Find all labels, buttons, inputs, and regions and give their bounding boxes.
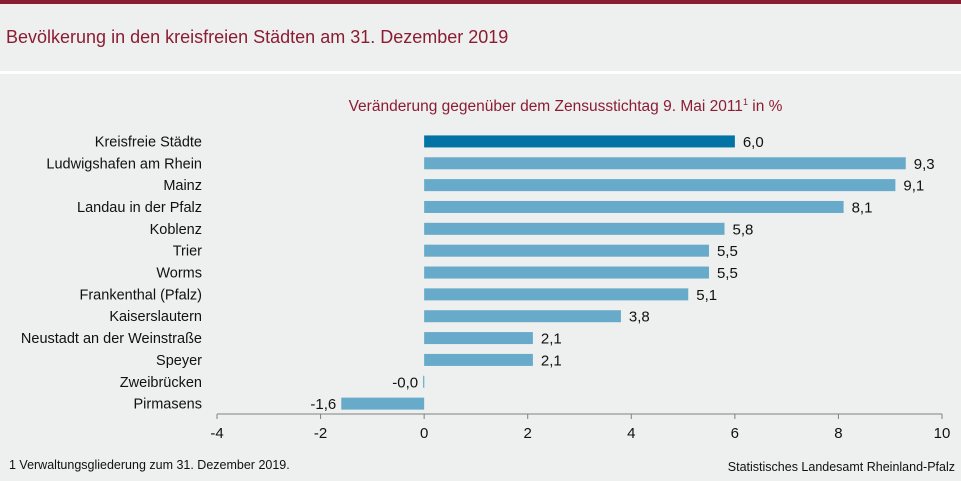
data-label: 9,1 (903, 178, 924, 195)
data-label: 5,5 (717, 265, 738, 282)
bar (424, 353, 533, 366)
category-label: Frankenthal (Pfalz) (80, 287, 203, 303)
x-tick-label: -4 (210, 425, 223, 442)
bar (423, 375, 425, 388)
chart-title: Veränderung gegenüber dem Zensusstichtag… (0, 97, 961, 116)
data-label: 3,8 (629, 309, 650, 326)
page-title: Bevölkerung in den kreisfreien Städten a… (6, 27, 509, 47)
category-label: Landau in der Pfalz (77, 200, 202, 216)
x-tick-label: 6 (731, 425, 739, 442)
x-tick-label: 2 (524, 425, 532, 442)
bar (424, 222, 725, 235)
x-tick-label: 8 (834, 425, 842, 442)
bar (341, 397, 425, 410)
bar (424, 157, 906, 170)
data-label: 5,1 (696, 287, 717, 304)
bar (424, 200, 844, 213)
data-label: -0,0 (392, 374, 418, 391)
source-credit: Statistisches Landesamt Rheinland-Pfalz (727, 460, 955, 474)
data-label: 2,1 (541, 331, 562, 348)
data-label: -1,6 (310, 396, 336, 413)
header-divider (0, 71, 961, 74)
bar (424, 332, 533, 345)
bar (424, 310, 621, 323)
data-label: 6,0 (743, 134, 764, 151)
bar (424, 244, 709, 257)
bar (424, 135, 735, 148)
bar (424, 288, 689, 301)
category-label: Speyer (156, 353, 202, 369)
chart-title-text: Veränderung gegenüber dem Zensusstichtag… (348, 98, 743, 116)
bar (424, 266, 709, 279)
chart-title-suffix: in % (747, 98, 783, 116)
x-tick-label: -2 (314, 425, 327, 442)
data-label: 5,8 (733, 221, 754, 238)
bar (424, 179, 896, 192)
data-label: 5,5 (717, 243, 738, 260)
category-label: Trier (173, 244, 202, 260)
top-accent-bar (0, 0, 961, 4)
data-label: 9,3 (914, 156, 935, 173)
category-label: Kreisfreie Städte (95, 134, 202, 150)
x-tick-label: 0 (420, 425, 428, 442)
category-label: Koblenz (150, 222, 202, 238)
footnote: 1 Verwaltungsgliederung zum 31. Dezember… (9, 458, 290, 472)
category-label: Ludwigshafen am Rhein (46, 156, 202, 172)
x-tick-label: 10 (934, 425, 951, 442)
chart-title-footnote-ref: 1 (742, 97, 748, 107)
x-tick-label: 4 (627, 425, 635, 442)
data-label: 8,1 (852, 199, 873, 216)
category-label: Kaiserslautern (109, 309, 202, 325)
data-label: 2,1 (541, 352, 562, 369)
category-label: Zweibrücken (120, 375, 202, 391)
category-label: Mainz (163, 178, 202, 194)
category-label: Worms (156, 266, 202, 282)
category-label: Pirmasens (134, 397, 203, 413)
category-label: Neustadt an der Weinstraße (21, 331, 202, 347)
